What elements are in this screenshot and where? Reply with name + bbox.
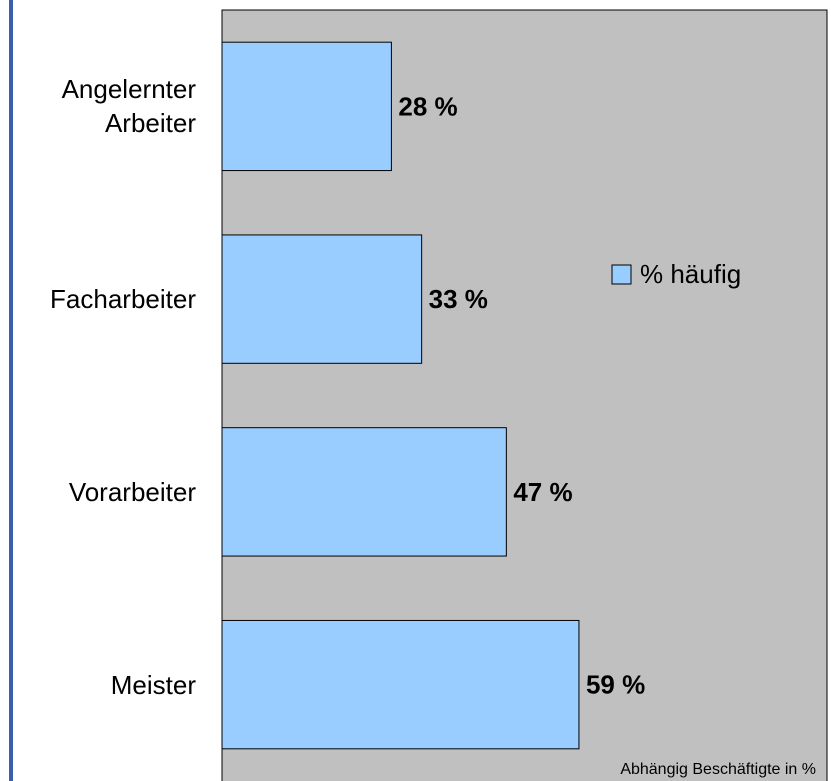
bar: [221, 427, 507, 557]
y-tick-label: Facharbeiter: [50, 284, 196, 315]
data-label: 47 %: [513, 477, 572, 507]
bar: [221, 619, 580, 750]
bar: [221, 234, 423, 364]
page-border: [9, 0, 13, 781]
y-tick-label: Meister: [110, 669, 196, 700]
bar: [221, 41, 392, 172]
y-tick-label: Angelernter Arbeiter: [61, 74, 196, 139]
y-tick-label: Vorarbeiter: [68, 476, 196, 507]
data-label: 28 %: [398, 91, 457, 121]
data-label: 33 %: [429, 284, 488, 314]
annotation: Abhängig Beschäftigte in %: [620, 761, 816, 778]
legend-label: % häufig: [640, 259, 741, 289]
data-label: 59 %: [586, 670, 645, 700]
legend-swatch: [611, 264, 632, 285]
